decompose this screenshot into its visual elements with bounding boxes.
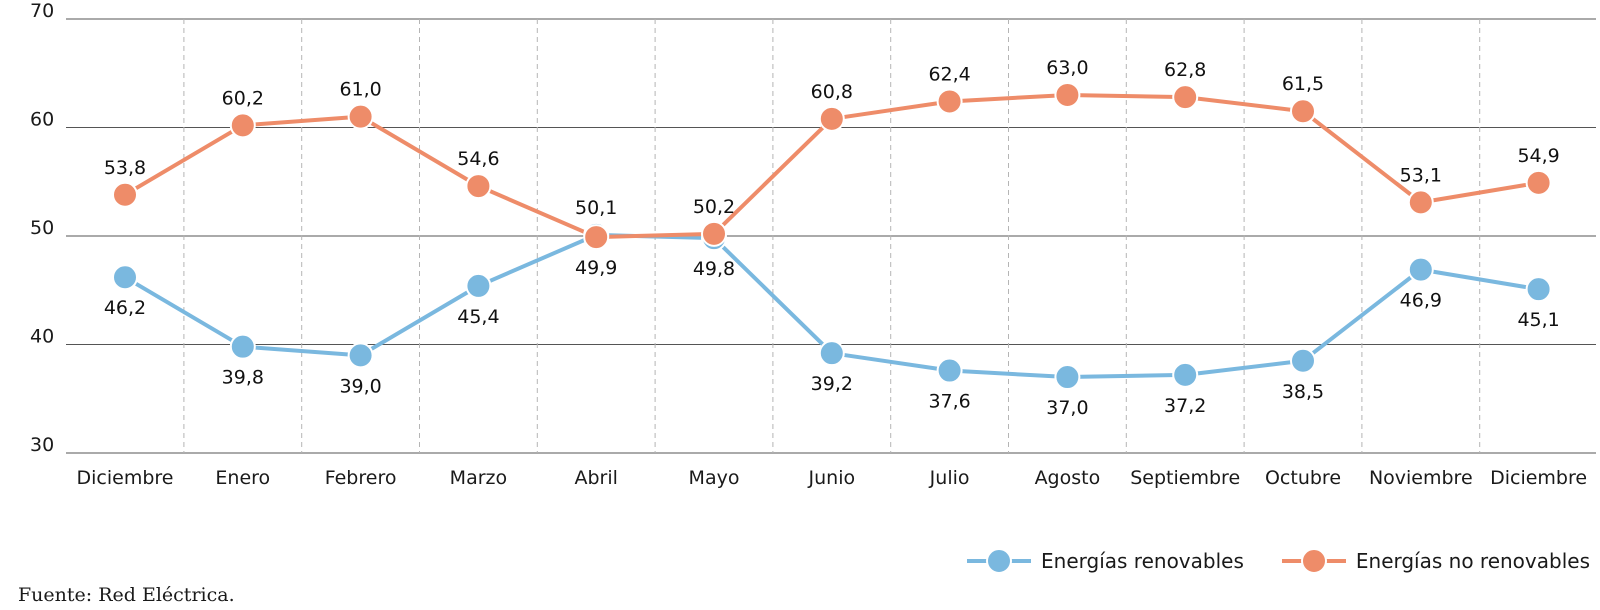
data-point-0 (347, 342, 374, 369)
data-point-1 (112, 181, 138, 208)
data-label-0: 49,8 (693, 258, 735, 280)
data-label-0: 45,4 (457, 306, 499, 328)
x-tick-label: Junio (808, 467, 856, 489)
data-point-0 (818, 340, 845, 367)
data-label-0: 37,6 (928, 391, 970, 413)
data-point-0 (1525, 276, 1552, 303)
legend-swatch-nonrenewables (1281, 548, 1346, 574)
legend: Energías renovables Energías no renovabl… (967, 547, 1590, 575)
data-point-1 (1054, 81, 1081, 108)
data-point-0 (112, 264, 138, 291)
data-point-0 (936, 357, 963, 384)
legend-item-renewables: Energías renovables (967, 547, 1244, 575)
data-label-1: 61,5 (1282, 73, 1324, 95)
data-label-0: 45,1 (1517, 309, 1559, 331)
data-point-0 (229, 333, 256, 360)
y-tick-label: 30 (30, 434, 54, 456)
x-tick-label: Agosto (1035, 467, 1101, 489)
data-label-0: 39,2 (811, 373, 853, 395)
data-label-1: 53,1 (1400, 164, 1442, 186)
data-point-1 (701, 220, 727, 247)
data-label-1: 54,6 (457, 148, 499, 170)
x-tick-label: Enero (215, 467, 270, 489)
x-tick-label: Julio (929, 467, 970, 489)
x-tick-label: Abril (574, 467, 617, 489)
data-label-1: 60,8 (811, 81, 853, 103)
data-point-1 (229, 112, 256, 139)
data-point-0 (1290, 347, 1316, 374)
legend-swatch-renewables (967, 548, 1032, 574)
x-tick-label: Marzo (450, 467, 507, 489)
data-label-0: 46,9 (1400, 290, 1442, 312)
data-point-1 (347, 103, 374, 130)
data-label-1: 54,9 (1517, 145, 1559, 167)
y-tick-label: 70 (30, 0, 54, 22)
data-label-1: 61,0 (339, 79, 381, 101)
x-tick-label: Febrero (325, 467, 397, 489)
legend-label-renewables: Energías renovables (1041, 549, 1244, 573)
x-tick-label: Octubre (1265, 467, 1341, 489)
line-chart: 30 40 50 60 70 Diciembre Enero Febrero Marzo Abri… (30, 0, 1596, 489)
data-label-0: 46,2 (104, 297, 146, 319)
data-point-1 (583, 224, 610, 251)
data-label-1: 62,8 (1164, 59, 1206, 81)
source-prefix: Fuente: (18, 584, 93, 606)
data-label-0: 38,5 (1282, 381, 1324, 403)
data-point-0 (465, 272, 492, 299)
data-label-1: 53,8 (104, 157, 146, 179)
source-note: Fuente: Red Eléctrica. (18, 584, 235, 606)
x-tick-label: Noviembre (1369, 467, 1473, 489)
data-label-1: 63,0 (1046, 57, 1088, 79)
legend-label-nonrenewables: Energías no renovables (1355, 549, 1590, 573)
data-point-1 (465, 173, 492, 200)
data-label-1: 60,2 (222, 87, 264, 109)
data-label-1: 62,4 (928, 63, 970, 85)
data-point-1 (936, 88, 963, 115)
y-tick-label: 40 (30, 326, 54, 348)
data-label-0: 50,1 (575, 197, 617, 219)
source-text: Red Eléctrica. (92, 584, 235, 606)
data-label-0: 39,8 (222, 367, 264, 389)
data-label-0: 37,2 (1164, 395, 1206, 417)
x-tick-label: Diciembre (1490, 467, 1587, 489)
data-point-1 (818, 105, 845, 132)
data-label-1: 50,2 (693, 196, 735, 218)
data-point-1 (1290, 98, 1316, 125)
y-tick-label: 50 (30, 217, 54, 239)
data-point-0 (1407, 256, 1434, 283)
data-point-1 (1525, 169, 1552, 196)
x-tick-label: Septiembre (1130, 467, 1240, 489)
data-point-0 (1054, 364, 1081, 391)
data-label-0: 37,0 (1046, 397, 1088, 419)
y-tick-label: 60 (30, 109, 54, 131)
data-point-1 (1172, 84, 1199, 111)
data-point-0 (1172, 361, 1199, 388)
data-point-1 (1407, 189, 1434, 216)
legend-item-nonrenewables: Energías no renovables (1281, 547, 1590, 575)
x-tick-label: Mayo (689, 467, 740, 489)
data-label-1: 49,9 (575, 257, 617, 279)
x-tick-label: Diciembre (77, 467, 174, 489)
data-label-0: 39,0 (339, 375, 381, 397)
